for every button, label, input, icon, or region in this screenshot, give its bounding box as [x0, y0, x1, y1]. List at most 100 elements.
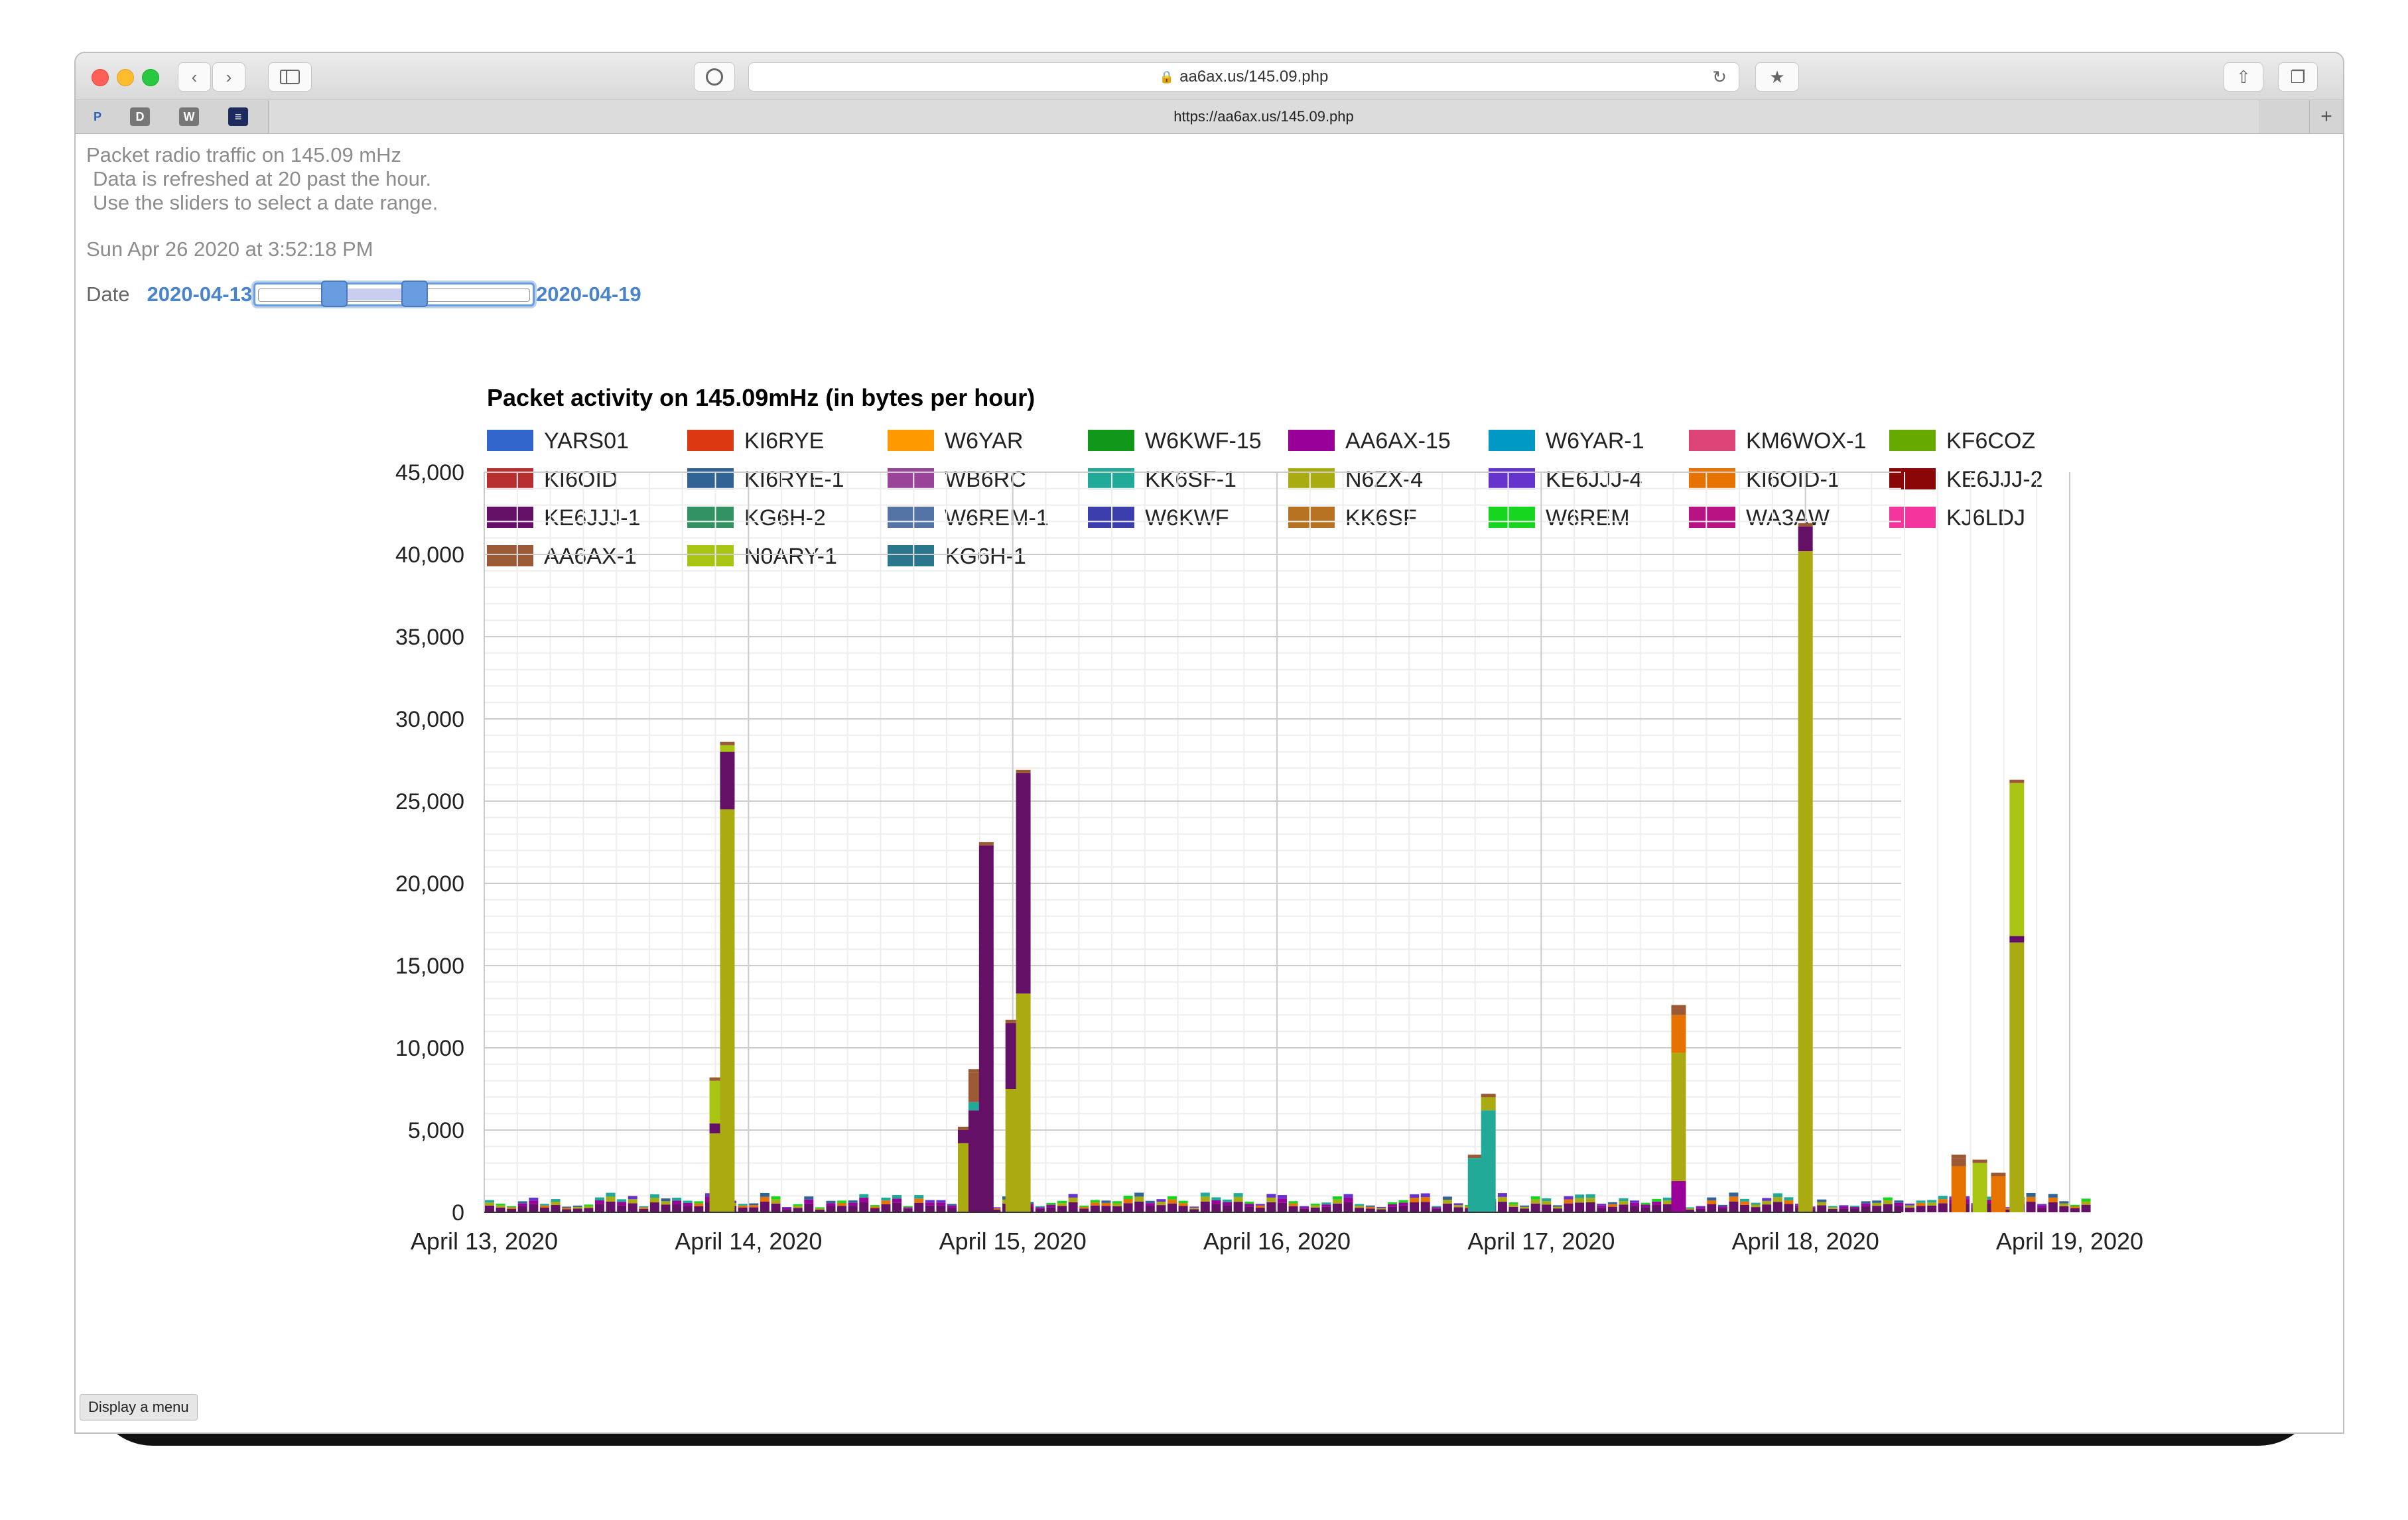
bar-segment: [1991, 1172, 2006, 1176]
bar-segment: [1585, 1202, 1595, 1212]
paypal-favorite-icon[interactable]: P: [93, 109, 101, 123]
bar-segment: [1046, 1207, 1056, 1212]
bar-segment: [782, 1207, 792, 1208]
bar-segment: [1784, 1204, 1794, 1212]
sidebar-button[interactable]: [268, 62, 312, 92]
bar-segment: [1905, 1203, 1915, 1206]
legend-label: KK6SF: [1345, 505, 1417, 531]
bar-segment: [606, 1201, 616, 1212]
bar-segment: [1410, 1202, 1420, 1212]
bar-segment: [1035, 1207, 1045, 1209]
bar-segment: [1828, 1207, 1838, 1209]
bar-segment: [1310, 1205, 1320, 1208]
slider-high-handle[interactable]: [401, 281, 429, 307]
bar-segment: [1277, 1198, 1287, 1203]
bar-segment: [1467, 1155, 1483, 1159]
share-button[interactable]: ⇧: [2224, 62, 2263, 92]
bar-segment: [594, 1204, 604, 1212]
bar-segment: [925, 1200, 935, 1203]
bar-segment: [720, 751, 735, 810]
minimize-window-button[interactable]: [117, 69, 134, 86]
bar-segment: [804, 1203, 814, 1212]
address-bar[interactable]: 🔒 aa6ax.us/145.09.php ↻: [748, 62, 1739, 92]
y-tick-label: 15,000: [395, 954, 464, 979]
bar-segment: [1453, 1207, 1463, 1212]
bar-segment: [1740, 1204, 1750, 1212]
bar-segment: [1068, 1197, 1078, 1202]
w-favorite-icon[interactable]: W: [179, 107, 199, 126]
bar-segment: [1332, 1203, 1342, 1212]
tabs-overview-button[interactable]: ❐: [2278, 62, 2318, 92]
bar-segment: [539, 1205, 549, 1208]
bar-segment: [793, 1208, 803, 1212]
bar-segment: [1332, 1199, 1342, 1204]
d-favorite-icon[interactable]: D: [130, 107, 150, 126]
legend-label: YARS01: [544, 428, 629, 454]
legend-swatch: [1288, 430, 1335, 451]
bar-segment: [903, 1207, 913, 1209]
bar-segment: [1530, 1199, 1540, 1204]
bar-segment: [947, 1204, 957, 1206]
bar-segment: [1387, 1202, 1397, 1204]
bar-segment: [1938, 1203, 1948, 1212]
bar-segment: [496, 1204, 505, 1206]
bar-segment: [2004, 1208, 2014, 1210]
date-range-slider[interactable]: [253, 281, 535, 307]
bar-segment: [2059, 1203, 2069, 1206]
x-tick-label: April 18, 2020: [1732, 1228, 1879, 1255]
bar-segment: [1685, 1207, 1695, 1208]
bar-segment: [1520, 1208, 1530, 1212]
bar-segment: [1134, 1201, 1144, 1212]
bar-segment: [1530, 1196, 1540, 1200]
bar-segment: [1481, 1110, 1496, 1212]
bar-segment: [1112, 1206, 1122, 1212]
bar-segment: [1101, 1206, 1111, 1212]
bar-segment: [2009, 942, 2025, 1212]
legend-swatch: [888, 468, 934, 489]
bookmark-button[interactable]: ★: [1755, 62, 1799, 92]
bar-segment: [1671, 1008, 1686, 1015]
x-tick-label: April 17, 2020: [1467, 1228, 1615, 1255]
bar-segment: [507, 1208, 517, 1212]
bar-segment: [1916, 1202, 1926, 1206]
intro-text: Packet radio traffic on 145.09 mHz Data i…: [86, 143, 438, 215]
bar-segment: [1365, 1206, 1375, 1209]
intro-line: Use the sliders to select a date range.: [93, 191, 438, 214]
slider-low-handle[interactable]: [321, 281, 348, 307]
bar-segment: [2048, 1197, 2058, 1202]
bar-segment: [484, 1202, 494, 1206]
close-window-button[interactable]: [92, 69, 109, 86]
bar-segment: [848, 1206, 858, 1212]
bar-segment: [1951, 1158, 1966, 1167]
bar-segment: [2026, 1196, 2036, 1202]
bar-segment: [1850, 1207, 1860, 1209]
bar-segment: [826, 1203, 836, 1206]
bar-segment: [1762, 1198, 1772, 1201]
zoom-window-button[interactable]: [142, 69, 159, 86]
reload-icon[interactable]: ↻: [1712, 67, 1727, 87]
bar-segment: [1671, 1015, 1686, 1053]
bar-segment: [1872, 1206, 1882, 1212]
bar-segment: [804, 1196, 814, 1200]
bar-segment: [978, 845, 994, 1212]
legend-swatch: [687, 545, 734, 566]
legend-swatch: [1489, 468, 1535, 489]
bar-segment: [1467, 1158, 1483, 1212]
bar-segment: [1355, 1208, 1365, 1212]
display-menu-button[interactable]: Display a menu: [80, 1394, 198, 1421]
site-favorite-icon[interactable]: ≡: [228, 107, 248, 126]
bar-segment: [1442, 1196, 1452, 1200]
bar-segment: [2037, 1208, 2047, 1212]
forward-button[interactable]: ›: [212, 62, 245, 92]
bar-segment: [815, 1209, 825, 1212]
bar-segment: [1079, 1206, 1089, 1209]
privacy-report-button[interactable]: [694, 62, 735, 92]
bar-segment: [1619, 1198, 1629, 1202]
bar-segment: [1828, 1208, 1838, 1212]
tab-title[interactable]: https://aa6ax.us/145.09.php: [268, 100, 2259, 133]
back-button[interactable]: ‹: [178, 62, 211, 92]
date-range-control: Date 2020-04-13 2020-04-19: [86, 281, 641, 307]
new-tab-button[interactable]: +: [2309, 100, 2343, 133]
bar-segment: [1607, 1202, 1617, 1204]
bar-segment: [1784, 1200, 1794, 1204]
